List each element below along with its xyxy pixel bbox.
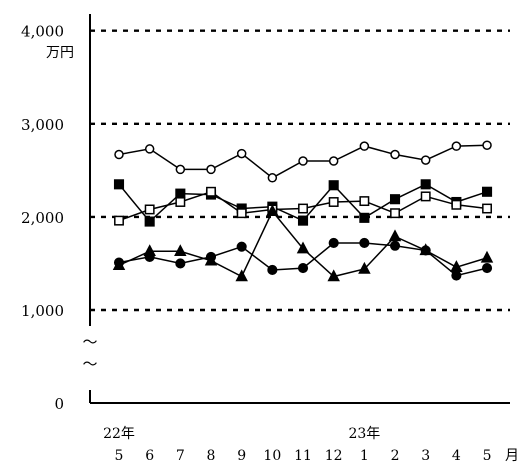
data-point [482,203,492,214]
x-tick-label: 9 [237,448,246,464]
data-point [113,179,125,190]
x-tick-label: 2 [391,448,400,464]
data-point [267,264,278,276]
series-filled-triangle [112,204,494,282]
x-tick-label: 4 [452,448,461,464]
x-tick-label: 5 [115,448,124,464]
data-point [114,215,124,226]
x-tick-label: 11 [294,448,312,464]
data-point [359,212,370,223]
data-point [481,263,493,274]
data-point [175,258,186,269]
data-point [480,250,494,263]
data-point [359,141,370,151]
y-tick-label: 2,000 [21,209,64,227]
x-tick-label: 8 [207,448,216,464]
data-point [267,173,278,183]
data-point [390,149,400,160]
data-point [390,208,400,219]
x-tick-label: 10 [263,448,281,464]
data-point [175,164,186,175]
x-tick-label: 6 [145,448,154,464]
y-tick-label: 0 [54,395,64,413]
y-tick-label: 1,000 [21,302,64,320]
series-open-circle [114,140,492,183]
data-point [327,269,340,282]
x-tick-label: 7 [176,448,185,464]
data-point [419,243,432,256]
data-point [451,199,462,210]
data-point [297,215,309,226]
data-point [236,208,247,219]
x-tick-label: 5 [483,448,492,464]
data-point [358,261,371,274]
data-point [144,144,155,154]
axis-break: ～～ [82,333,97,373]
data-point [451,141,462,151]
x-axis-unit: 月 [505,448,519,464]
series-filled-square [113,179,493,227]
data-point [235,269,248,282]
axis-break-mark: ～ [82,355,97,373]
y-tick-label: 3,000 [21,116,64,134]
data-point [175,188,186,199]
axis-break-mark: ～ [82,333,97,351]
x-tick-label: 12 [325,448,343,464]
data-point [144,204,155,215]
data-point [297,263,309,274]
data-point [328,237,339,249]
data-point [112,258,126,271]
data-point [204,253,218,266]
data-point [206,186,216,197]
x-tick-label: 3 [421,448,430,464]
data-point [296,241,310,254]
data-point [420,155,431,165]
y-tick-labels: 0 1,000 2,000 3,000 4,000 [21,23,64,413]
data-point [175,197,186,207]
year-label: 22年 [103,426,135,442]
data-point [450,260,463,272]
data-point [144,216,155,227]
data-point [236,241,247,252]
data-point [236,148,247,159]
data-point [482,140,492,150]
data-point [328,197,339,207]
x-tick-label: 1 [360,448,369,464]
series-open-square [114,186,492,226]
data-point [420,191,431,202]
data-point [266,204,279,217]
data-point [174,244,187,257]
data-point [388,229,402,242]
y-tick-label: 4,000 [21,23,64,41]
data-point [298,203,308,214]
axis-layer [89,14,510,404]
data-point [481,186,493,197]
data-point [420,179,431,190]
data-point [114,149,124,160]
data-point [298,156,308,166]
year-label: 23年 [348,426,380,442]
data-point [328,180,339,191]
data-point [143,244,156,257]
data-point [451,270,462,281]
data-point [359,196,370,207]
data-point [206,164,216,175]
y-axis-unit: 万円 [46,45,74,61]
data-point [389,194,401,205]
series-layer [112,140,494,282]
data-point [359,237,370,249]
data-point [389,240,401,251]
data-point [328,156,339,166]
